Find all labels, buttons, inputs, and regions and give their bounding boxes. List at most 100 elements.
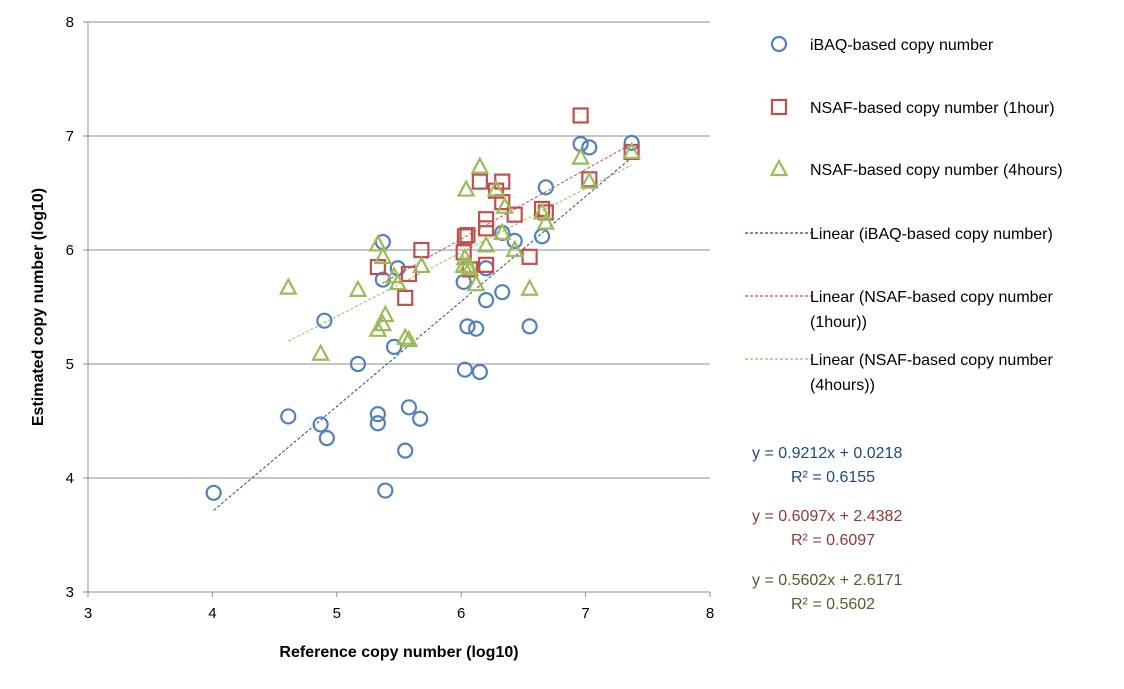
point-s1-15	[506, 206, 523, 223]
point-s1-19	[572, 107, 589, 124]
point-s2-4	[368, 233, 388, 252]
point-s2-17	[460, 257, 480, 276]
point-s2-3	[368, 319, 388, 337]
point-s0-23	[494, 284, 511, 301]
trendline-equations: y = 0.9212x + 0.0218 R² = 0.6155 y = 0.609…	[752, 445, 902, 613]
point-s0-28	[537, 179, 554, 196]
x-tick-label-3: 6	[457, 605, 465, 622]
point-s2-5	[373, 246, 393, 264]
point-s0-2	[312, 416, 329, 433]
x-tick-label-5: 8	[706, 605, 714, 622]
point-s0-22	[477, 260, 495, 277]
legend-label-4: Linear (NSAF-based copy number	[810, 289, 1053, 306]
y-tick-label-3: 6	[66, 242, 74, 259]
point-s2-21	[486, 179, 506, 197]
point-s1-5	[456, 228, 474, 245]
x-tick-label-4: 7	[581, 605, 589, 622]
point-s2-0	[278, 277, 298, 295]
point-s0-15	[412, 410, 429, 427]
y-tick-label-5: 8	[66, 14, 74, 31]
point-s0-13	[397, 442, 414, 459]
point-s0-17	[456, 361, 474, 378]
point-s0-20	[471, 363, 488, 381]
trend-r2-0: R² = 0.6155	[791, 469, 875, 486]
grid-lines	[88, 21, 710, 479]
point-s0-6	[369, 406, 386, 423]
trend-equation-1: y = 0.6097x + 2.4382	[752, 508, 902, 525]
point-s2-7	[375, 304, 395, 323]
point-s1-2	[400, 265, 418, 283]
y-axis-title: Estimated copy number (log10)	[30, 188, 47, 426]
data-points	[205, 107, 641, 501]
point-s1-10	[477, 220, 495, 237]
point-s1-1	[397, 289, 414, 306]
y-tick-label-4: 7	[66, 128, 74, 145]
point-s2-18	[466, 273, 486, 292]
point-s0-25	[506, 232, 523, 249]
point-s2-28	[571, 147, 590, 165]
legend-label-4-line1: (1hour))	[810, 314, 867, 331]
x-tick-label-0: 3	[84, 605, 92, 622]
x-axis-title: Reference copy number (log10)	[279, 644, 518, 661]
point-s1-11	[477, 256, 495, 273]
trend-r2-2: R² = 0.5602	[791, 596, 875, 613]
point-s2-26	[532, 202, 552, 220]
point-s2-6	[373, 313, 393, 332]
point-s0-7	[369, 415, 386, 432]
point-s0-27	[533, 228, 551, 245]
point-s0-14	[400, 399, 418, 416]
point-s2-25	[520, 278, 539, 296]
legend: iBAQ-based copy number NSAF-based copy nu…	[745, 35, 1063, 394]
point-s1-17	[533, 200, 551, 218]
point-s0-26	[521, 318, 538, 335]
point-s1-16	[521, 248, 538, 265]
point-s0-4	[318, 430, 335, 447]
trend-equation-2: y = 0.5602x + 2.6171	[752, 572, 902, 589]
y-tick-label-0: 3	[66, 584, 74, 601]
point-s0-9	[374, 271, 391, 288]
point-s2-9	[388, 272, 408, 291]
x-tick-label-1: 4	[208, 605, 216, 622]
point-s2-23	[495, 196, 515, 214]
legend-label-0: iBAQ-based copy number	[810, 37, 994, 54]
trendline-3	[213, 157, 632, 511]
legend-marker-1	[770, 98, 788, 116]
legend-label-5: Linear (NSAF-based copy number	[810, 352, 1053, 369]
legend-label-5-line1: (4hours))	[810, 377, 875, 394]
point-s1-9	[477, 211, 495, 228]
trendline-5	[288, 164, 632, 342]
legend-label-2: NSAF-based copy number (4hours)	[810, 162, 1063, 179]
trendline-4	[377, 143, 632, 287]
point-s0-5	[349, 355, 367, 373]
point-s2-22	[492, 222, 512, 240]
trend-equation-0: y = 0.9212x + 0.0218	[752, 445, 902, 462]
point-s2-11	[399, 329, 419, 348]
point-s2-27	[536, 212, 556, 230]
point-s0-21	[477, 292, 495, 309]
point-s0-0	[205, 484, 222, 501]
point-s2-20	[476, 235, 496, 253]
point-s1-6	[459, 227, 476, 244]
axes	[83, 21, 711, 597]
point-s2-12	[412, 255, 431, 274]
point-s2-2	[348, 279, 368, 297]
point-s0-1	[280, 408, 297, 425]
legend-label-3: Linear (iBAQ-based copy number)	[810, 226, 1053, 243]
legend-label-1: NSAF-based copy number (1hour)	[810, 100, 1055, 117]
point-s0-31	[623, 134, 640, 151]
point-s2-16	[458, 255, 477, 274]
point-s0-19	[468, 320, 485, 337]
point-s0-10	[377, 482, 394, 499]
trend-r2-1: R² = 0.6097	[791, 532, 875, 549]
x-tick-label-2: 5	[333, 605, 341, 622]
point-s0-30	[581, 139, 598, 156]
point-s1-8	[471, 173, 488, 190]
point-s2-1	[311, 343, 330, 361]
point-s2-19	[470, 156, 490, 174]
legend-marker-2	[769, 158, 789, 177]
y-tick-label-1: 4	[66, 470, 74, 487]
y-tick-label-2: 5	[66, 356, 74, 373]
point-s0-18	[459, 318, 476, 335]
point-s2-24	[505, 239, 525, 258]
